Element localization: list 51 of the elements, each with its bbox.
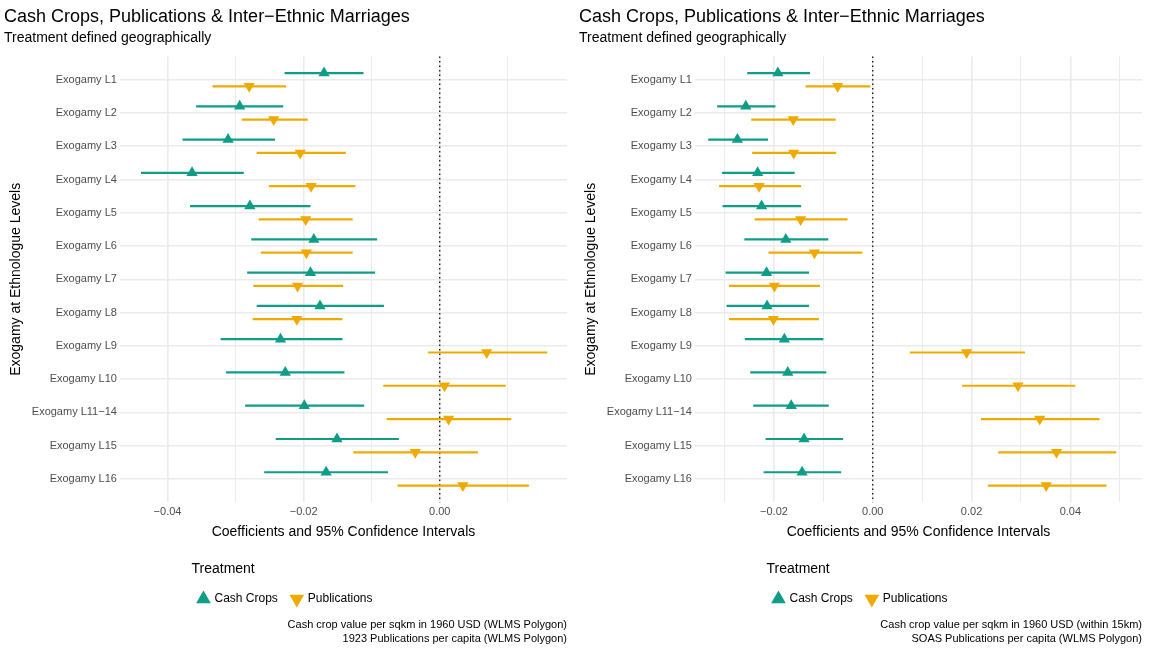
legend-label: Cash Crops [789,591,853,606]
y-tick-label: Exogamy L3 [55,139,117,152]
y-tick-label: Exogamy L1 [630,72,692,85]
text: 1923 Publications per capita (WLMS Polygon) [341,631,567,645]
y-tick-label: Exogamy L4 [630,172,692,185]
y-tick-label: Exogamy L1 [55,72,117,85]
y-tick-label: Exogamy L11−14 [606,405,692,418]
y-tick-label: Exogamy L6 [55,239,117,252]
y-tick-label: Exogamy L15 [624,438,692,451]
legend-label: Cash Crops [214,591,278,606]
x-tick-label: −0.02 [760,504,788,517]
legend-label: Publications [882,591,948,606]
y-tick-label: Exogamy L9 [55,338,117,351]
y-tick-label: Exogamy L5 [630,205,692,218]
chart-subtitle: Treatment defined geographically [4,28,212,45]
x-axis-title: Coefficients and 95% Confidence Intervals [211,522,476,539]
legend-label: Publications [307,591,373,606]
chart-subtitle: Treatment defined geographically [579,28,787,45]
y-tick-label: Exogamy L15 [49,438,117,451]
y-axis-title: Exogamy at Ethnologue Levels [582,182,599,376]
text: Cash crop value per sqkm in 1960 USD (within 15km) [880,617,1142,631]
y-tick-label: Exogamy L6 [630,239,692,252]
y-tick-label: Exogamy L16 [49,471,117,484]
y-tick-label: Exogamy L9 [630,338,692,351]
x-tick-label: −0.02 [289,504,318,517]
legend-title: Treatment [191,560,255,577]
y-tick-label: Exogamy L8 [55,305,117,318]
y-tick-label: Exogamy L2 [630,105,692,118]
x-tick-label: 0.00 [429,504,451,517]
x-axis-title: Coefficients and 95% Confidence Intervals [786,522,1051,539]
y-tick-label: Exogamy L5 [55,205,117,218]
y-tick-label: Exogamy L8 [630,305,692,318]
y-tick-label: Exogamy L3 [630,139,692,152]
y-tick-label: Exogamy L10 [49,372,117,385]
chart-title: Cash Crops, Publications & Inter−Ethnic Marriages [579,5,985,26]
y-tick-label: Exogamy L4 [55,172,117,185]
y-tick-label: Exogamy L16 [624,471,692,484]
x-tick-label: −0.04 [153,504,182,517]
y-tick-label: Exogamy L2 [55,105,117,118]
x-tick-label: 0.02 [960,504,983,517]
y-tick-label: Exogamy L11−14 [31,405,117,418]
legend-title: Treatment [766,560,830,577]
x-tick-label: 0.00 [862,504,884,517]
text: Cash crop value per sqkm in 1960 USD (WLMS Polygon) [287,617,567,631]
y-tick-label: Exogamy L10 [624,372,692,385]
chart-title: Cash Crops, Publications & Inter−Ethnic Marriages [4,5,410,26]
y-tick-label: Exogamy L7 [630,272,692,285]
y-axis-title: Exogamy at Ethnologue Levels [7,182,24,376]
y-tick-label: Exogamy L7 [55,272,117,285]
x-tick-label: 0.04 [1059,504,1082,517]
text: SOAS Publications per capita (WLMS Polygon) [910,631,1142,645]
